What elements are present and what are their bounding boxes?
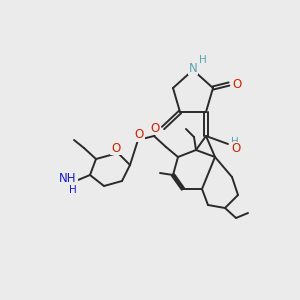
Text: H: H <box>231 137 239 147</box>
Text: N: N <box>189 61 197 74</box>
Text: O: O <box>134 128 144 142</box>
Text: O: O <box>111 142 121 154</box>
Text: NH: NH <box>59 172 77 184</box>
Text: H: H <box>199 55 207 65</box>
Text: O: O <box>150 122 160 134</box>
Text: O: O <box>231 142 240 155</box>
Text: H: H <box>69 185 77 195</box>
Text: O: O <box>232 77 242 91</box>
